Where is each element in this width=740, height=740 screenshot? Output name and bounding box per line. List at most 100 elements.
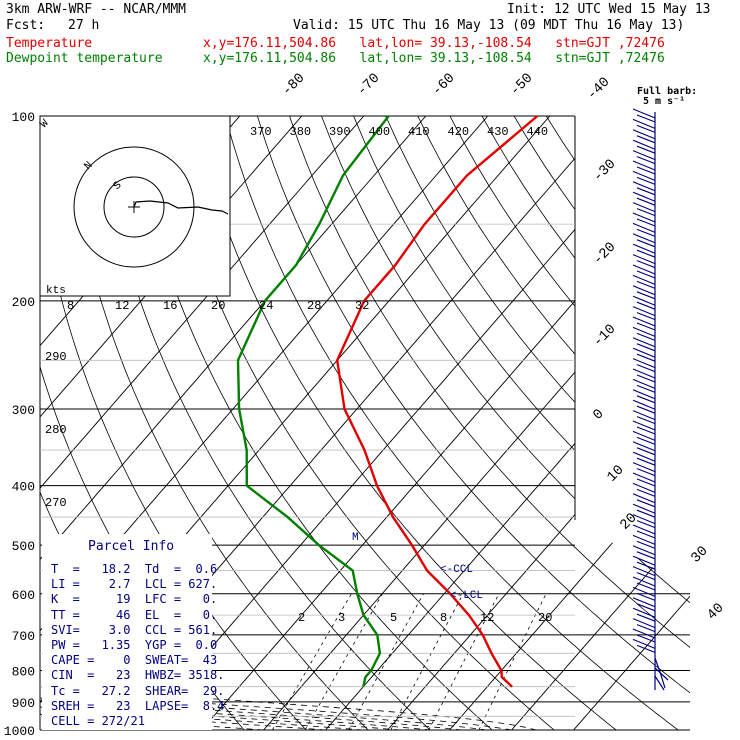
parcel-info-row: CIN = 23 HWBZ= 3518.	[51, 668, 225, 683]
parcel-info-row: SVI= 3.0 CCL = 561.	[51, 622, 218, 637]
isotherm	[573, 116, 690, 730]
wind-barb	[632, 378, 656, 393]
parcel-info-row: LI = 2.7 LCL = 627.	[51, 577, 218, 592]
hodograph-units: kts	[46, 285, 66, 297]
theta-e-label: 410	[408, 125, 430, 139]
dewpoint-profile	[236, 115, 390, 687]
hodograph-speed-label: 20	[211, 299, 225, 313]
wind-barb	[632, 326, 656, 341]
model-title: 3km ARW-WRF -- NCAR/MMM	[6, 2, 187, 17]
dewpoint-location: x,y=176.11,504.86 lat,lon= 39.13,-108.54…	[203, 51, 665, 66]
wind-barb	[632, 139, 656, 154]
wind-barb	[632, 576, 656, 591]
hodograph-ring	[103, 176, 165, 238]
temperature-tick-label: -70	[354, 70, 383, 99]
pressure-tick-label: 800	[12, 664, 35, 679]
wind-barb	[632, 493, 656, 508]
temperature-legend: Temperature	[6, 36, 93, 51]
forecast-label: Fcst:	[6, 18, 46, 33]
dry-adiabat	[481, 116, 690, 730]
theta-e-label: 430	[487, 125, 509, 139]
wind-barb	[632, 285, 656, 300]
wind-barb	[632, 212, 656, 227]
pressure-tick-label: 500	[12, 539, 35, 554]
wind-barbs	[632, 108, 669, 691]
mixing-ratio-line	[304, 593, 383, 730]
wind-barb	[632, 566, 656, 581]
parcel-info-row: PW = 1.35 YGP = 0.0	[51, 638, 218, 652]
temperature-tick-label: 40	[704, 600, 727, 623]
wind-barb	[632, 545, 656, 560]
wind-barb	[632, 118, 656, 133]
temperature-tick-label: -30	[590, 156, 619, 185]
wind-barb	[632, 586, 656, 601]
wind-barb	[632, 430, 656, 445]
dry-adiabat	[642, 116, 690, 730]
hodograph-speed-label: 16	[163, 299, 177, 313]
mixing-ratio-line	[390, 593, 464, 730]
wind-barb	[632, 347, 656, 362]
pressure-tick-label: 700	[12, 629, 35, 644]
wind-barb	[632, 233, 656, 248]
hodograph-speed-label: 8	[67, 299, 74, 313]
wind-barb	[632, 597, 656, 612]
dry-adiabat	[513, 116, 690, 730]
wind-barb	[632, 222, 656, 237]
hodograph-trace	[133, 200, 229, 215]
mixing-ratio-line	[272, 593, 352, 730]
parcel-info-row: SREH = 23 LAPSE= 8.4	[51, 698, 225, 713]
theta-e-label: 400	[369, 125, 391, 139]
wind-barb	[632, 274, 656, 289]
wind-barb	[632, 524, 656, 539]
wind-barb	[632, 358, 656, 373]
mixing-ratio-label: 12	[480, 611, 494, 625]
valid-time: Valid: 15 UTC Thu 16 May 13 (09 MDT Thu …	[293, 18, 685, 33]
mixing-ratio-label: 8	[440, 611, 447, 625]
temperature-tick-label: -80	[279, 70, 308, 99]
mixing-ratio-line	[478, 593, 547, 730]
parcel-info-row: K = 19 LFC = 0.	[51, 592, 218, 607]
pressure-tick-label: 600	[12, 588, 35, 603]
pressure-tick-label: 300	[12, 403, 35, 418]
hodograph-speed-label: 28	[307, 299, 321, 313]
pressure-tick-label: 200	[12, 295, 35, 310]
theta-e-label: 440	[527, 125, 549, 139]
wind-barb	[632, 254, 656, 269]
hodograph-speed-label: 24	[259, 299, 273, 313]
mixing-ratio-lines	[272, 593, 547, 730]
dry-adiabat	[353, 116, 690, 730]
wind-barb	[632, 337, 656, 352]
wind-barb	[632, 451, 656, 466]
temperature-tick-label: -40	[584, 74, 613, 103]
pressure-tick-label: 1000	[4, 724, 35, 739]
wind-barb	[632, 264, 656, 279]
theta-e-label: 390	[329, 125, 351, 139]
theta-label: 290	[45, 350, 67, 364]
wind-barb	[632, 108, 656, 123]
temperature-profile	[335, 115, 539, 688]
wind-barb	[632, 191, 656, 206]
temperature-tick-label: -20	[590, 239, 619, 268]
wind-barb	[632, 555, 656, 570]
barb-scale-note: Full barb:	[637, 86, 698, 97]
temperature-tick-label: 20	[617, 510, 640, 533]
wind-barb	[632, 368, 656, 383]
temperature-tick-label: -60	[429, 70, 458, 99]
theta-label: 280	[45, 423, 67, 437]
mixing-ratio-label: 5	[390, 611, 397, 625]
dry-adiabat	[577, 116, 690, 730]
mixing-ratio-label: 2	[298, 611, 305, 625]
temperature-tick-label: 0	[590, 406, 607, 423]
wind-barb	[632, 441, 656, 456]
lcl-annotation: <-LCL	[450, 590, 483, 602]
isotherm	[449, 116, 690, 730]
parcel-info-row: T = 18.2 Td = 0.6	[51, 562, 218, 576]
wind-barb	[632, 389, 656, 404]
profile-series	[236, 115, 539, 688]
theta-e-label: 380	[290, 125, 312, 139]
temperature-tick-label: 30	[688, 543, 711, 566]
dry-adiabat	[224, 116, 679, 730]
wind-barb	[632, 410, 656, 425]
parcel-info-row: Tc = 27.2 SHEAR= 29.	[51, 683, 225, 698]
